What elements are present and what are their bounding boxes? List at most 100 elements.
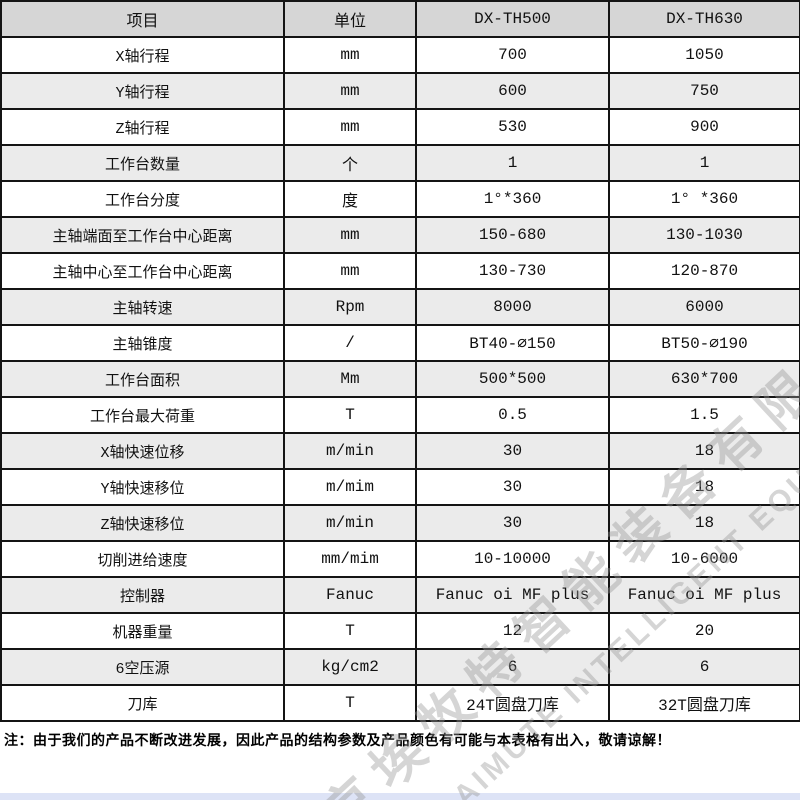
cell-dx-th500: 530 <box>415 108 610 146</box>
cell-unit: mm <box>283 72 417 110</box>
cell-unit: Mm <box>283 360 417 398</box>
cell-unit: mm <box>283 36 417 74</box>
cell-dx-th500: 12 <box>415 612 610 650</box>
cell-item: 工作台面积 <box>0 360 285 398</box>
cell-dx-th500: 24T圆盘刀库 <box>415 684 610 722</box>
cell-dx-th500: 0.5 <box>415 396 610 434</box>
disclaimer-note: 注：由于我们的产品不断改进发展，因此产品的结构参数及产品颜色有可能与本表格有出入… <box>4 732 671 748</box>
cell-dx-th630: 1° *360 <box>608 180 800 218</box>
cell-item: 工作台分度 <box>0 180 285 218</box>
table-row: 工作台数量个 1 1 <box>0 144 800 182</box>
header-unit: 单位 <box>283 0 417 38</box>
table-row: X轴快速位移 m/min 30 18 <box>0 432 800 470</box>
cell-unit: kg/cm2 <box>283 648 417 686</box>
cell-item: 控制器 <box>0 576 285 614</box>
table-row: 工作台面积 Mm 500*500 630*700 <box>0 360 800 398</box>
cell-dx-th500: 130-730 <box>415 252 610 290</box>
cell-unit: T <box>283 612 417 650</box>
table-row: 主轴锥度 / BT40-⌀150 BT50-⌀190 <box>0 324 800 362</box>
table-row: 刀库 T 24T圆盘刀库 32T圆盘刀库 <box>0 684 800 722</box>
cell-dx-th500: 1°*360 <box>415 180 610 218</box>
cell-dx-th500: 150-680 <box>415 216 610 254</box>
cell-unit: / <box>283 324 417 362</box>
cell-dx-th500: 10-10000 <box>415 540 610 578</box>
cell-item: X轴快速位移 <box>0 432 285 470</box>
cell-dx-th630: 120-870 <box>608 252 800 290</box>
table-row: 主轴转速 Rpm 8000 6000 <box>0 288 800 326</box>
cell-dx-th500: 8000 <box>415 288 610 326</box>
cell-dx-th500: 30 <box>415 432 610 470</box>
table-row: 机器重量 T 12 20 <box>0 612 800 650</box>
cell-unit: m/mim <box>283 468 417 506</box>
cell-dx-th630: Fanuc oi MF plus <box>608 576 800 614</box>
cell-dx-th630: 6000 <box>608 288 800 326</box>
table-row: 工作台最大荷重 T 0.5 1.5 <box>0 396 800 434</box>
cell-dx-th500: 700 <box>415 36 610 74</box>
spec-table: 项目 单位 DX-TH500 DX-TH630 X轴行程 mm 700 1050 Y轴行… <box>0 0 800 722</box>
cell-unit: Rpm <box>283 288 417 326</box>
cell-item: 工作台最大荷重 <box>0 396 285 434</box>
cell-dx-th630: 1050 <box>608 36 800 74</box>
cell-item: 6空压源 <box>0 648 285 686</box>
cell-unit: mm/mim <box>283 540 417 578</box>
cell-dx-th630: 20 <box>608 612 800 650</box>
cell-item: 刀库 <box>0 684 285 722</box>
header-model-dx-th500: DX-TH500 <box>415 0 610 38</box>
table-row: Z轴行程 mm 530 900 <box>0 108 800 146</box>
cell-dx-th630: 1.5 <box>608 396 800 434</box>
cell-item: Z轴快速移位 <box>0 504 285 542</box>
cell-unit: mm <box>283 216 417 254</box>
cell-item: Y轴行程 <box>0 72 285 110</box>
cell-dx-th500: 30 <box>415 468 610 506</box>
cell-item: 主轴转速 <box>0 288 285 326</box>
cell-item: Y轴快速移位 <box>0 468 285 506</box>
cell-dx-th630: 630*700 <box>608 360 800 398</box>
cell-unit: Fanuc <box>283 576 417 614</box>
cell-dx-th630: 10-6000 <box>608 540 800 578</box>
table-row: X轴行程 mm 700 1050 <box>0 36 800 74</box>
cell-dx-th630: 6 <box>608 648 800 686</box>
cell-dx-th630: 900 <box>608 108 800 146</box>
cell-unit: m/min <box>283 504 417 542</box>
cell-unit: 个 <box>283 144 417 182</box>
table-row: Y轴快速移位 m/mim 30 18 <box>0 468 800 506</box>
cell-item: 工作台数量 <box>0 144 285 182</box>
cell-dx-th630: BT50-⌀190 <box>608 324 800 362</box>
cell-unit: T <box>283 396 417 434</box>
cell-unit: T <box>283 684 417 722</box>
table-row: 工作台分度度 1°*360 1° *360 <box>0 180 800 218</box>
cell-dx-th630: 18 <box>608 432 800 470</box>
cell-item: Z轴行程 <box>0 108 285 146</box>
table-row: 主轴端面至工作台中心距离 mm 150-680 130-1030 <box>0 216 800 254</box>
cell-dx-th630: 32T圆盘刀库 <box>608 684 800 722</box>
cell-unit: m/min <box>283 432 417 470</box>
spec-table-header: 项目 单位 DX-TH500 DX-TH630 <box>0 0 800 38</box>
cell-dx-th500: 30 <box>415 504 610 542</box>
table-row: 控制器 Fanuc Fanuc oi MF plus Fanuc oi MF plus <box>0 576 800 614</box>
table-row: 切削进给速度 mm/mim 10-10000 10-6000 <box>0 540 800 578</box>
cell-dx-th500: 6 <box>415 648 610 686</box>
cell-unit: 度 <box>283 180 417 218</box>
cell-unit: mm <box>283 252 417 290</box>
cell-item: 主轴锥度 <box>0 324 285 362</box>
header-model-dx-th630: DX-TH630 <box>608 0 800 38</box>
cell-dx-th630: 1 <box>608 144 800 182</box>
cell-item: 机器重量 <box>0 612 285 650</box>
cell-dx-th500: 600 <box>415 72 610 110</box>
cell-item: 切削进给速度 <box>0 540 285 578</box>
cell-dx-th630: 18 <box>608 504 800 542</box>
header-item: 项目 <box>0 0 285 38</box>
table-row: Z轴快速移位 m/min 30 18 <box>0 504 800 542</box>
cell-unit: mm <box>283 108 417 146</box>
cell-dx-th630: 130-1030 <box>608 216 800 254</box>
table-row: 6空压源 kg/cm2 6 6 <box>0 648 800 686</box>
cell-item: 主轴端面至工作台中心距离 <box>0 216 285 254</box>
cell-dx-th500: 500*500 <box>415 360 610 398</box>
header-row: 项目 单位 DX-TH500 DX-TH630 <box>0 0 800 38</box>
cell-dx-th500: 1 <box>415 144 610 182</box>
cell-item: X轴行程 <box>0 36 285 74</box>
cell-dx-th630: 18 <box>608 468 800 506</box>
cell-item: 主轴中心至工作台中心距离 <box>0 252 285 290</box>
bottom-strip <box>0 793 800 800</box>
